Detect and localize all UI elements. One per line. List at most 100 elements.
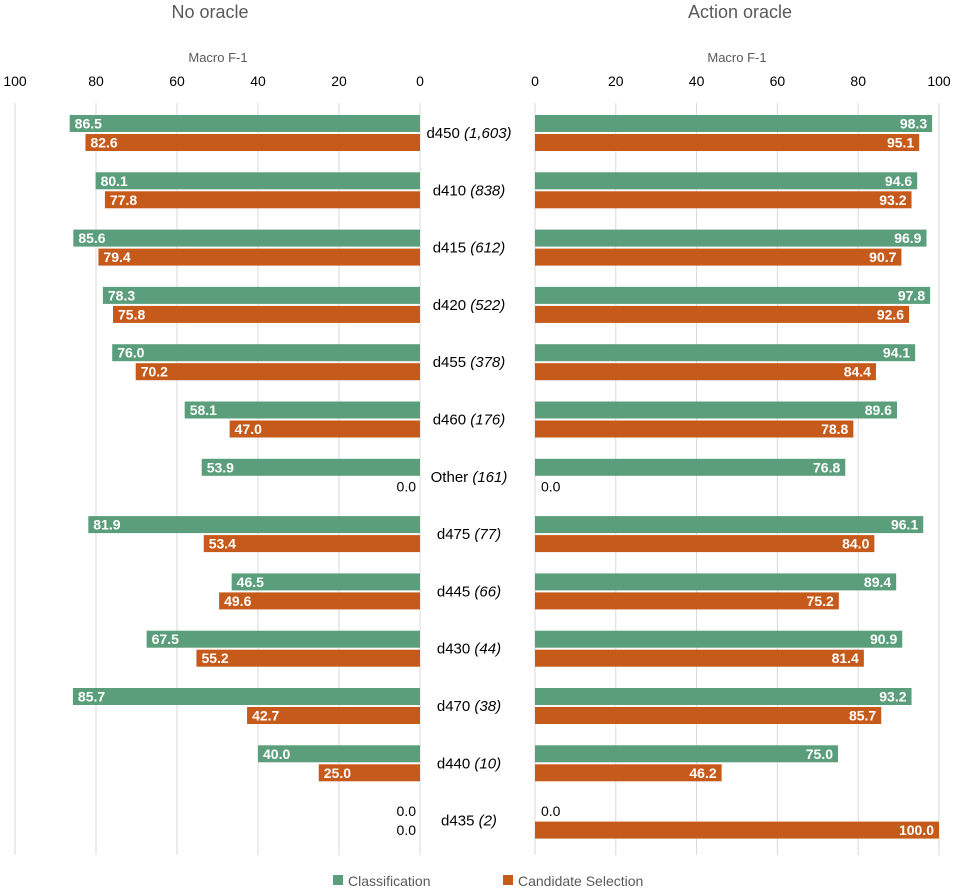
bar-classification [69,115,421,132]
data-label: 85.6 [78,230,105,246]
category-label: d460 (176) [433,412,506,429]
tick-label: 100 [3,73,27,89]
data-label: 90.7 [869,249,896,265]
data-label: 76.0 [117,345,144,361]
data-label: 81.4 [832,650,859,666]
bar-classification [535,401,897,419]
panel-title: No oracle [171,2,248,22]
axis-label: Macro F-1 [188,50,247,65]
tick-label: 20 [608,73,624,89]
category-label: d445 (66) [437,583,501,600]
category-label: Other (161) [431,469,508,486]
panel-title: Action oracle [688,2,792,22]
data-label: 53.4 [209,536,236,552]
data-label: 40.0 [263,746,290,762]
category-count: (77) [474,526,501,543]
category-label: d420 (522) [433,297,506,314]
tick-label: 20 [331,73,347,89]
bar-candidate-selection [229,420,420,438]
data-label: 97.8 [898,287,925,303]
bar-candidate-selection [219,592,420,610]
bar-candidate-selection [535,191,912,209]
bar-classification [535,344,916,362]
bar-classification [535,516,924,534]
bar-classification [535,688,912,705]
bar-classification [535,172,918,190]
category-label: d410 (838) [433,182,506,199]
bar-candidate-selection [135,363,420,381]
data-label: 0.0 [541,478,561,494]
category-count: (1,603) [464,125,512,142]
category-code: d410 [433,182,471,199]
data-label: 67.5 [152,631,179,647]
data-label: 94.6 [885,173,912,189]
bar-classification [95,172,420,190]
category-label: d435 (2) [441,813,497,830]
data-label: 96.1 [891,517,918,533]
data-label: 75.2 [807,593,834,609]
bar-candidate-selection [113,305,420,323]
data-label: 0.0 [397,822,417,838]
data-label: 0.0 [397,803,417,819]
category-count: (522) [470,297,505,314]
category-label: d475 (77) [437,526,501,543]
data-label: 84.4 [844,364,871,380]
category-code: d440 [437,755,475,772]
data-label: 78.8 [821,421,848,437]
bar-candidate-selection [535,592,839,610]
category-label: d415 (612) [433,240,506,257]
category-code: d455 [433,354,471,371]
labels: No oracle Macro F-1 0 20 40 60 80 100 86.5 80.1 85… [3,2,951,889]
data-label: 94.1 [883,345,910,361]
category-code: d460 [433,412,471,429]
tick-label: 0 [416,73,424,89]
bar-candidate-selection [98,248,421,266]
category-code: d475 [437,526,475,543]
category-code: d450 [426,125,464,142]
tick-label: 80 [850,73,866,89]
bar-classification [72,688,420,705]
category-count: (838) [470,182,505,199]
data-label: 53.9 [207,459,234,475]
tick-label: 100 [927,73,951,89]
category-count: (44) [474,641,501,658]
data-label: 85.7 [849,708,876,724]
data-label: 46.5 [237,574,264,590]
tick-label: 80 [88,73,104,89]
bar-classification [535,630,903,648]
data-label: 75.8 [118,306,145,322]
category-code: d470 [437,698,475,715]
data-label: 93.2 [879,689,906,705]
bar-candidate-selection [535,134,920,151]
data-label: 82.6 [90,135,117,151]
data-label: 79.4 [103,249,130,265]
data-label: 84.0 [842,536,869,552]
legend-label: Candidate Selection [518,873,643,889]
legend-swatch [503,875,513,885]
category-label: d470 (38) [437,698,501,715]
data-label: 0.0 [541,803,561,819]
bar-classification [535,745,838,763]
data-label: 92.6 [877,306,904,322]
category-count: (10) [474,755,501,772]
bar-classification [112,344,420,362]
bar-classification [184,401,420,419]
bar-classification [535,229,927,247]
bar-candidate-selection [535,535,875,553]
bar-candidate-selection [535,248,902,266]
legend-label: Classification [348,873,430,889]
bar-classification [535,286,931,304]
gridlines [14,103,940,855]
data-label: 89.4 [864,574,891,590]
data-label: 42.7 [252,708,279,724]
bar-classification [73,229,420,247]
bar-classification [535,573,897,591]
category-code: d435 [441,813,479,830]
bar-classification [231,573,420,591]
category-label: d450 (1,603) [426,125,511,142]
bar-classification [201,458,420,476]
category-code: d420 [433,297,471,314]
data-label: 80.1 [101,173,128,189]
bar-candidate-selection [535,363,876,381]
data-label: 78.3 [108,287,135,303]
